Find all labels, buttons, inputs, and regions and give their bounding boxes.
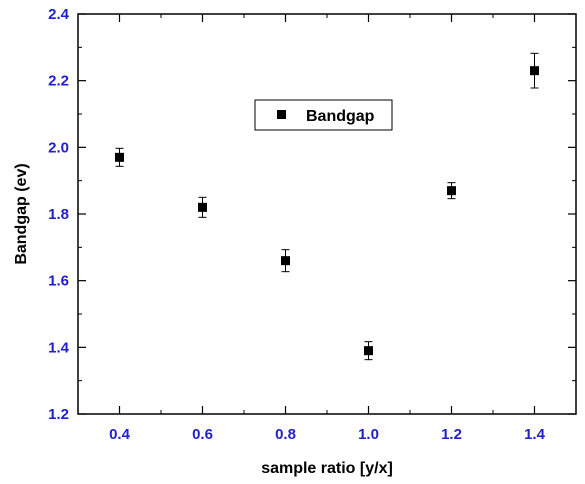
x-axis-title: sample ratio [y/x] [261,460,393,477]
data-points [115,52,539,361]
plot-frame [77,13,577,415]
legend-label: Bandgap [306,108,375,125]
y-tick-label: 2.2 [48,73,69,90]
axes-ticks [77,13,577,415]
data-point [281,256,290,266]
x-tick-label: 1.4 [524,426,546,443]
y-tick-label: 1.6 [48,273,69,290]
y-tick-label: 1.8 [48,206,69,223]
legend-marker [277,110,286,119]
data-point [364,346,373,356]
tick-labels: 0.4 0.6 0.8 1.0 1.2 1.4 1.2 1.4 1.6 1.8 2.0 2.2 2.4 [48,6,545,443]
y-axis-title: Bandgap (ev) [13,163,30,264]
y-tick-label: 1.4 [48,339,70,356]
data-point [447,186,456,196]
legend: Bandgap [254,99,393,131]
data-point [530,66,539,76]
x-tick-label: 0.6 [192,426,213,443]
x-tick-label: 0.8 [275,426,296,443]
x-tick-label: 1.0 [358,426,379,443]
data-point [198,202,207,212]
x-tick-label: 1.2 [441,426,462,443]
y-tick-label: 2.0 [48,139,69,156]
x-tick-label: 0.4 [109,426,131,443]
y-tick-label: 1.2 [48,406,69,423]
y-tick-label: 2.4 [48,6,70,23]
data-point [115,152,124,162]
